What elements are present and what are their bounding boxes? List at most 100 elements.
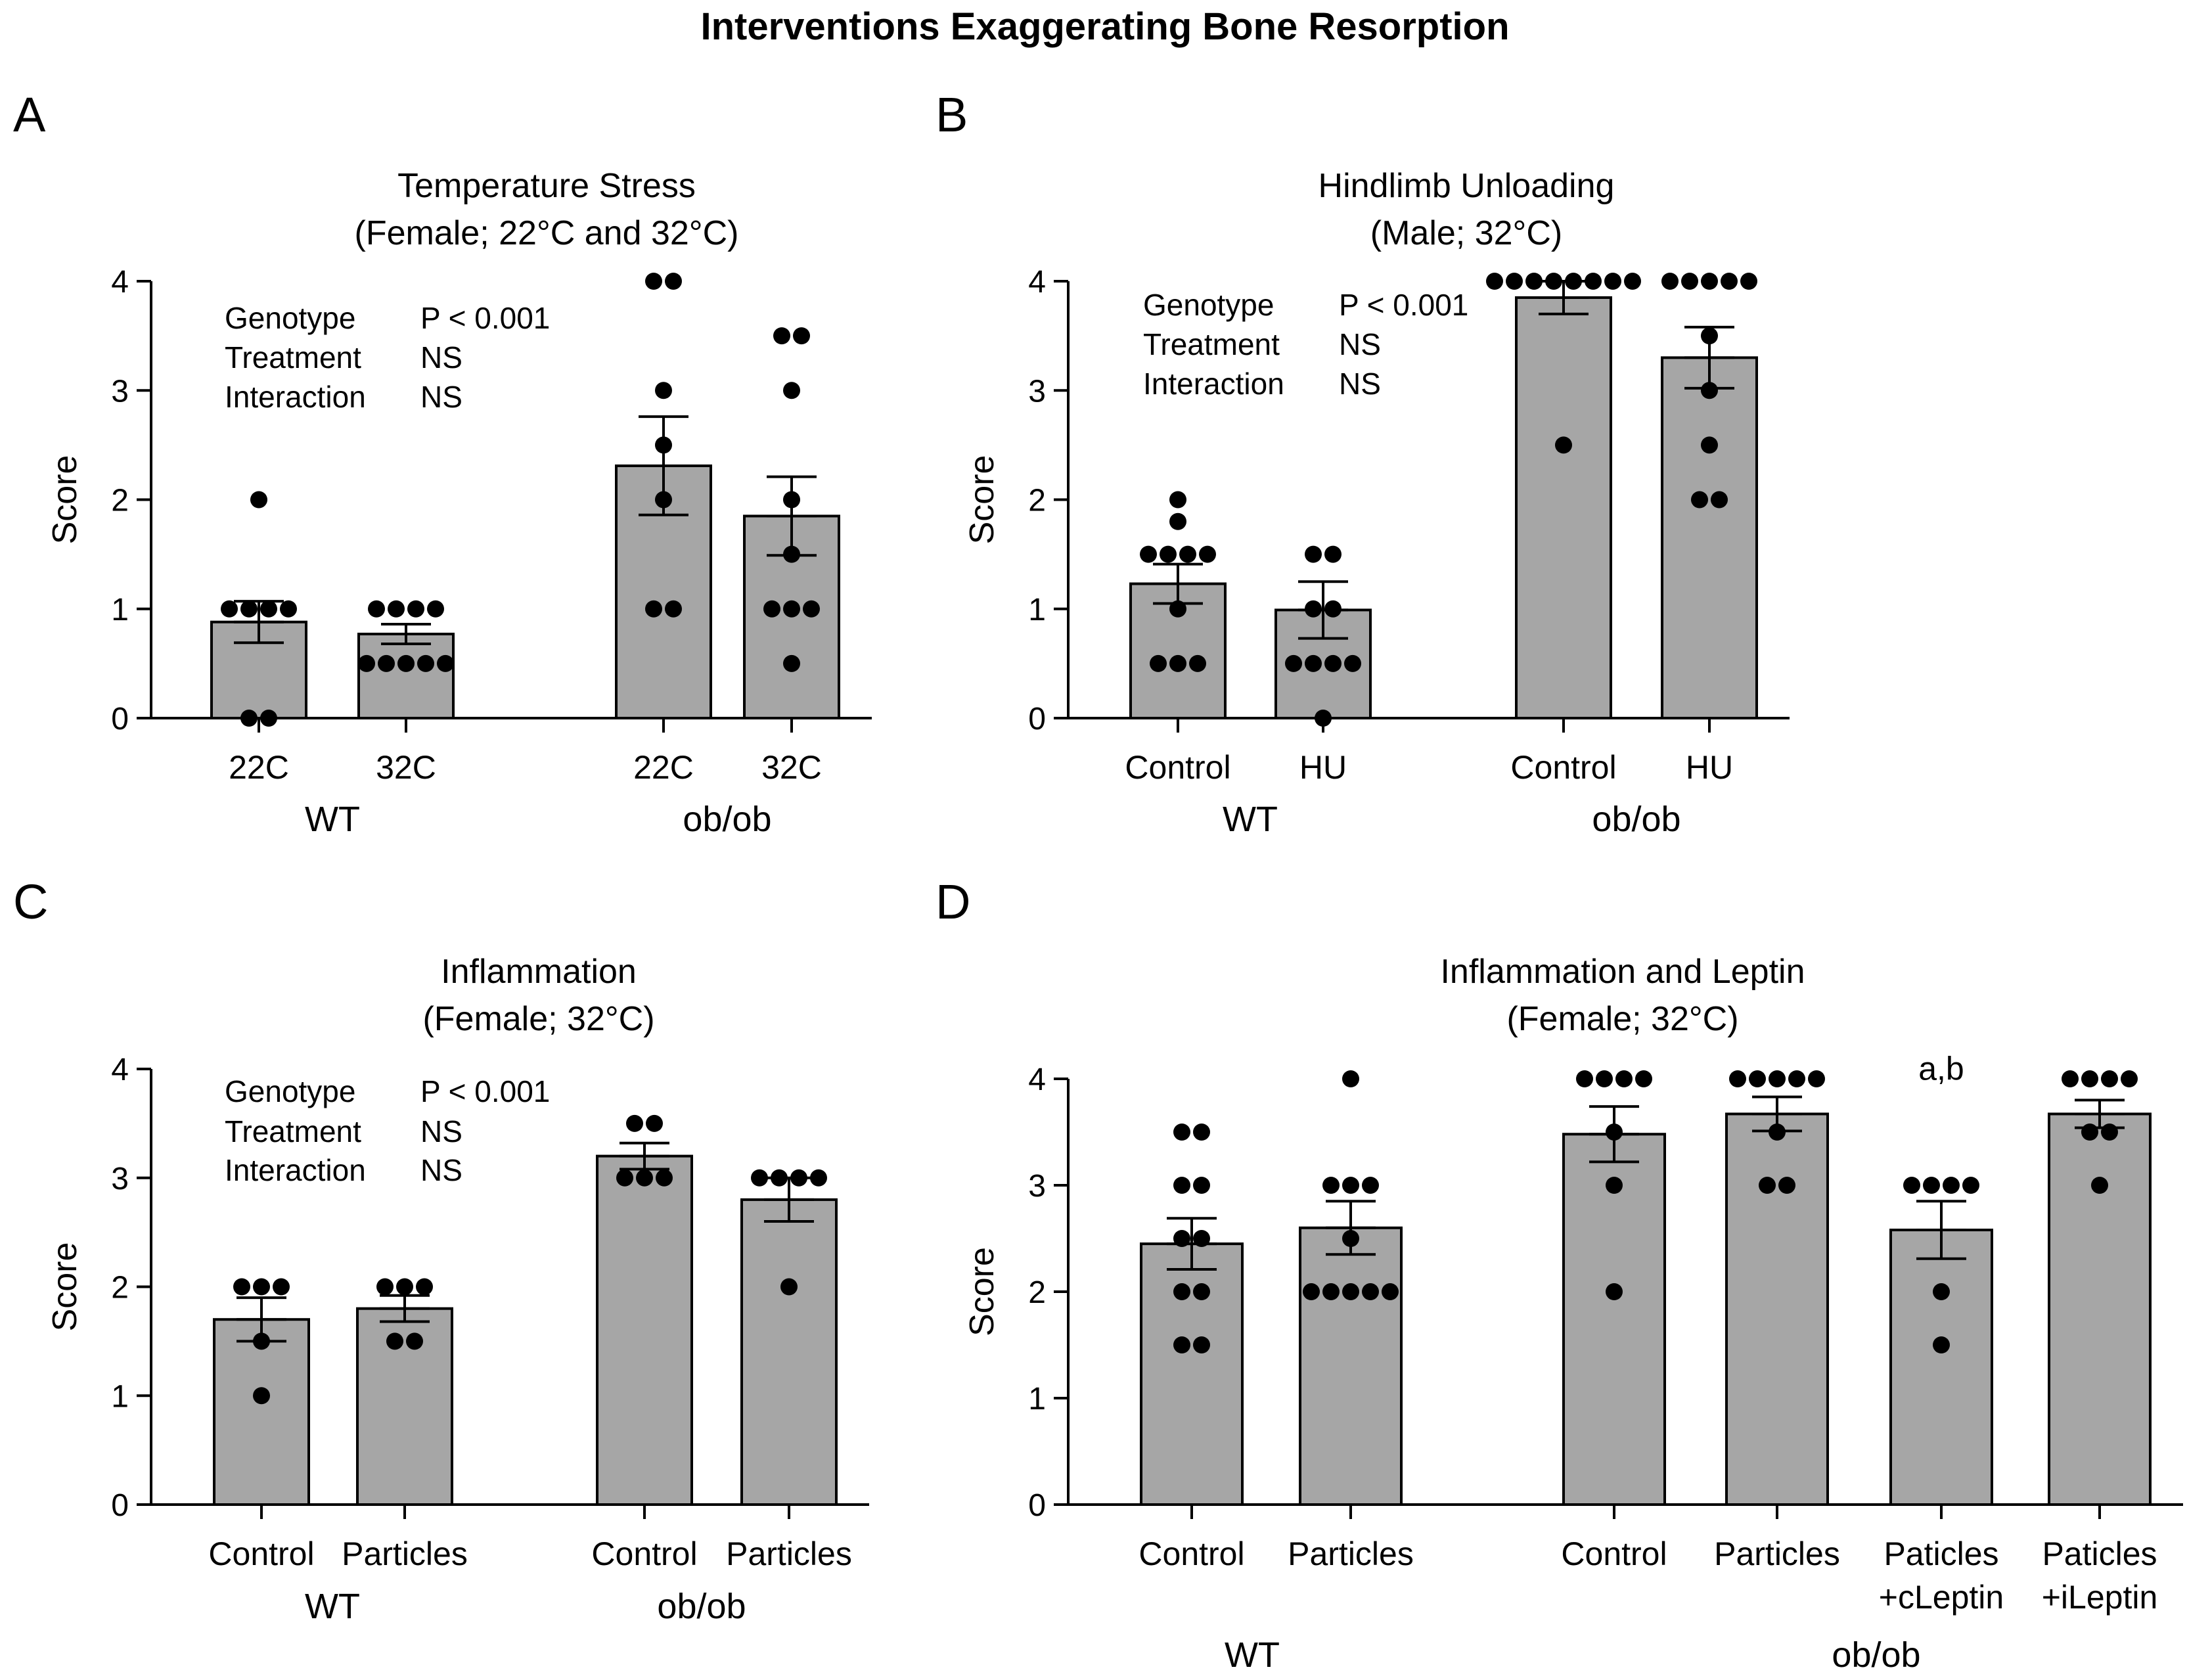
chart-subtitle: (Female; 32°C) (1506, 1000, 1738, 1038)
data-point (1160, 545, 1177, 563)
data-point (253, 1278, 270, 1296)
data-point (655, 382, 672, 399)
chart-title: Inflammation and Leptin (1440, 953, 1805, 991)
data-point (1173, 1283, 1190, 1300)
data-point (1179, 545, 1196, 563)
stats-label: Genotype (225, 301, 355, 335)
stats-label: Genotype (1143, 288, 1274, 322)
group-label: ob/ob (683, 800, 771, 839)
data-point (1193, 1124, 1210, 1141)
stats-label: Treatment (1143, 327, 1280, 361)
x-tick-label: HU (1299, 749, 1347, 786)
data-point (406, 1332, 423, 1350)
data-point (416, 1278, 433, 1296)
y-axis-label: Score (963, 455, 1001, 545)
bar (213, 1318, 310, 1506)
stats-label: Interaction (225, 380, 366, 414)
panel-letter: D (936, 874, 970, 929)
data-point (626, 1114, 643, 1132)
data-point (665, 273, 682, 290)
data-point (388, 600, 405, 618)
bar (1515, 296, 1612, 719)
data-point (656, 1169, 673, 1187)
data-point (1173, 1336, 1190, 1353)
y-tick-label: 1 (111, 1379, 129, 1414)
stats-value: NS (1339, 327, 1381, 361)
group-label: ob/ob (1832, 1635, 1920, 1675)
data-point (1193, 1336, 1210, 1353)
data-point (1342, 1283, 1359, 1300)
bar (1725, 1112, 1829, 1506)
data-point (1681, 273, 1698, 290)
panel-letter: B (936, 87, 968, 142)
data-point (803, 600, 820, 618)
data-point (250, 491, 267, 509)
x-tick-label: Paticles (2042, 1535, 2157, 1572)
data-point (783, 382, 800, 399)
data-point (1749, 1070, 1766, 1087)
data-point (1173, 1124, 1190, 1141)
data-point (1324, 545, 1342, 563)
data-point (1324, 654, 1342, 672)
y-tick-label: 1 (1028, 593, 1046, 627)
stats-value: P < 0.001 (1339, 288, 1468, 322)
data-point (386, 1332, 403, 1350)
stats-label: Treatment (225, 340, 361, 375)
data-point (1169, 491, 1186, 509)
y-tick-label: 4 (111, 265, 129, 300)
data-point (378, 654, 395, 672)
stats-value: P < 0.001 (420, 301, 550, 335)
data-point (1193, 1177, 1210, 1194)
chart-subtitle: (Male; 32°C) (1370, 214, 1562, 252)
data-point (1193, 1283, 1210, 1300)
chart-title: Inflammation (441, 953, 637, 991)
stats-value: NS (1339, 367, 1381, 401)
data-point (1342, 1177, 1359, 1194)
stats-label: Interaction (1143, 367, 1284, 401)
data-point (616, 1169, 633, 1187)
panel-letter: C (13, 874, 48, 929)
data-point (646, 1114, 663, 1132)
x-tick-label: Control (1510, 749, 1616, 786)
data-point (1933, 1283, 1950, 1300)
data-point (1362, 1283, 1379, 1300)
data-point (1322, 1283, 1340, 1300)
group-label: WT (305, 800, 360, 839)
bar (2048, 1112, 2152, 1506)
data-point (233, 1278, 250, 1296)
data-point (1711, 491, 1728, 509)
bar (740, 1198, 838, 1507)
stats-value: NS (420, 340, 462, 375)
data-point (780, 1278, 798, 1296)
chart-subtitle: (Female; 32°C) (422, 1000, 654, 1038)
panel-letter: A (13, 87, 46, 142)
data-point (665, 600, 682, 618)
data-point (645, 273, 662, 290)
data-point (2121, 1070, 2138, 1087)
x-tick-label: Paticles (1883, 1535, 1998, 1572)
x-tick-label: Control (208, 1535, 314, 1572)
data-point (253, 1387, 270, 1405)
data-point (1362, 1177, 1379, 1194)
stats-value: NS (420, 1114, 462, 1148)
y-tick-label: 1 (111, 593, 129, 627)
chart-title: Hindlimb Unloading (1319, 167, 1615, 205)
data-point (376, 1278, 394, 1296)
data-point (1778, 1177, 1795, 1194)
stats-value: P < 0.001 (420, 1074, 550, 1108)
data-point (1150, 654, 1167, 672)
stats-value: NS (420, 1153, 462, 1187)
data-point (1729, 1070, 1746, 1087)
data-point (240, 600, 258, 618)
y-tick-label: 2 (111, 1271, 129, 1305)
data-point (2101, 1070, 2118, 1087)
data-point (240, 710, 258, 727)
data-point (1701, 273, 1718, 290)
chart-title: Temperature Stress (397, 167, 696, 205)
data-point (427, 600, 444, 618)
group-label: WT (1223, 800, 1278, 839)
x-tick-label: 32C (761, 749, 822, 786)
x-tick-label: 32C (376, 749, 436, 786)
y-tick-label: 0 (1028, 1488, 1046, 1523)
data-point (273, 1278, 290, 1296)
